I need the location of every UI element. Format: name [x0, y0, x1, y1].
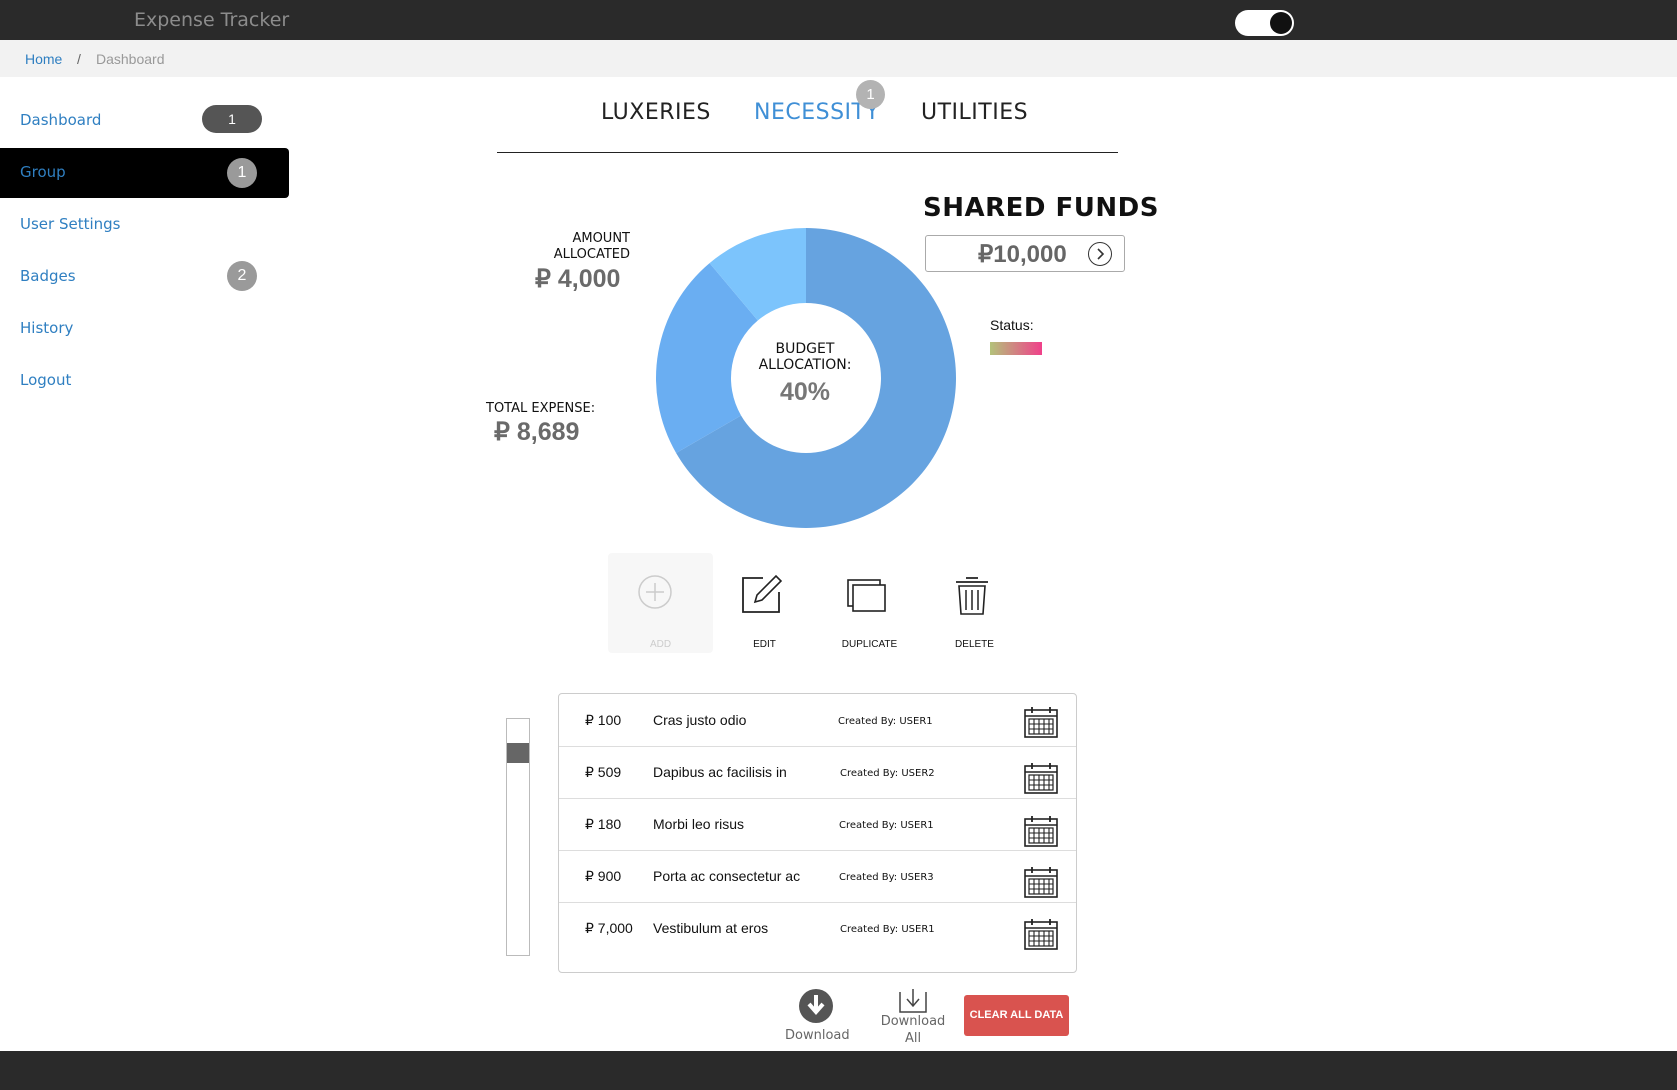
- tab-necessity[interactable]: NECESSITY: [754, 100, 880, 125]
- budget-donut-chart: [656, 228, 956, 528]
- tab-luxeries[interactable]: LUXERIES: [601, 100, 711, 125]
- expense-created-by: Created By: USER1: [839, 820, 934, 831]
- expense-created-by: Created By: USER1: [840, 924, 935, 935]
- edit-button-label: EDIT: [753, 639, 776, 650]
- breadcrumb-home-link[interactable]: Home: [25, 51, 63, 67]
- expense-description: Vestibulum at eros: [653, 920, 769, 936]
- expense-row[interactable]: ₽ 7,000 Vestibulum at eros Created By: U…: [559, 902, 1076, 970]
- edit-button[interactable]: EDIT: [712, 553, 817, 653]
- duplicate-icon: [847, 579, 886, 612]
- donut-segment: [656, 263, 758, 453]
- badges-count-badge: 2: [227, 261, 257, 291]
- calendar-icon[interactable]: [1024, 762, 1058, 799]
- download-all-label: Download All: [880, 1014, 946, 1046]
- duplicate-button[interactable]: DUPLICATE: [817, 553, 922, 653]
- expense-description: Dapibus ac facilisis in: [653, 764, 787, 780]
- expense-created-by: Created By: USER3: [839, 872, 934, 883]
- donut-segment: [709, 228, 806, 321]
- amount-allocated-value: ₽ 4,000: [535, 265, 621, 293]
- sidebar-item-group[interactable]: Group 1: [0, 148, 289, 198]
- breadcrumb: Home / Dashboard: [0, 40, 1677, 77]
- total-expense-value: ₽ 8,689: [494, 418, 580, 446]
- top-bar: Expense Tracker: [0, 0, 1677, 40]
- status-gradient-bar: [990, 342, 1042, 355]
- shared-funds-title: SHARED FUNDS: [923, 193, 1159, 223]
- calendar-icon[interactable]: [1024, 815, 1058, 852]
- theme-toggle[interactable]: [1235, 10, 1294, 36]
- breadcrumb-current: Dashboard: [96, 51, 165, 67]
- calendar-icon[interactable]: [1024, 866, 1058, 903]
- duplicate-button-label: DUPLICATE: [841, 639, 898, 650]
- expense-row[interactable]: ₽ 900 Porta ac consectetur ac Created By…: [559, 850, 1076, 903]
- edit-icon: [742, 574, 783, 613]
- trash-icon: [956, 577, 988, 615]
- donut-segment: [676, 228, 956, 528]
- sidebar-item-label: History: [20, 319, 74, 337]
- budget-allocation-value: 40%: [779, 378, 831, 406]
- sidebar-item-dashboard[interactable]: Dashboard 1: [0, 96, 289, 146]
- calendar-icon[interactable]: [1024, 918, 1058, 955]
- bottom-bar: [0, 1051, 1677, 1090]
- app-title: Expense Tracker: [134, 9, 290, 31]
- expense-amount: ₽ 509: [585, 764, 622, 780]
- sidebar-item-logout[interactable]: Logout: [0, 356, 289, 406]
- amount-allocated-label: AMOUNT ALLOCATED: [553, 231, 630, 262]
- shared-funds-value: ₽10,000: [978, 241, 1067, 268]
- expense-created-by: Created By: USER2: [840, 768, 935, 779]
- expense-created-by: Created By: USER1: [838, 716, 933, 727]
- expense-description: Porta ac consectetur ac: [653, 868, 801, 884]
- scrollbar-thumb[interactable]: [507, 743, 529, 763]
- expense-row[interactable]: ₽ 180 Morbi leo risus Created By: USER1: [559, 798, 1076, 851]
- delete-button-label: DELETE: [955, 639, 994, 650]
- sidebar-item-user-settings[interactable]: User Settings: [0, 200, 289, 250]
- list-scrollbar[interactable]: [506, 718, 530, 956]
- expense-list: ₽ 100 Cras justo odio Created By: USER1 …: [558, 693, 1077, 973]
- expense-row[interactable]: ₽ 100 Cras justo odio Created By: USER1: [559, 694, 1076, 747]
- toggle-knob: [1270, 12, 1292, 34]
- total-expense-label: TOTAL EXPENSE:: [486, 401, 596, 416]
- sidebar-item-history[interactable]: History: [0, 304, 289, 354]
- add-button-label: ADD: [649, 639, 672, 650]
- sidebar-item-label: Badges: [20, 267, 76, 285]
- download-all-button[interactable]: Download All: [880, 988, 946, 1047]
- shared-funds-box[interactable]: ₽10,000: [925, 235, 1125, 272]
- expense-description: Morbi leo risus: [653, 816, 745, 832]
- download-label: Download: [785, 1028, 850, 1043]
- sidebar-item-label: Dashboard: [20, 111, 102, 129]
- expense-description: Cras justo odio: [653, 712, 747, 728]
- expense-amount: ₽ 180: [585, 816, 622, 832]
- download-tray-icon: [899, 989, 927, 1013]
- dashboard-count-badge: 1: [202, 105, 262, 133]
- budget-allocation-label: BUDGET ALLOCATION:: [758, 341, 852, 373]
- expense-amount: ₽ 100: [585, 712, 622, 728]
- breadcrumb-separator: /: [77, 51, 81, 67]
- status-label: Status:: [990, 317, 1034, 333]
- add-button[interactable]: ADD: [608, 553, 713, 653]
- necessity-count-badge: 1: [856, 80, 885, 109]
- clear-all-data-button[interactable]: CLEAR ALL DATA: [964, 995, 1069, 1036]
- tabs-divider: [497, 152, 1118, 153]
- sidebar-item-label: Group: [20, 163, 66, 181]
- download-circle-icon: [799, 989, 833, 1023]
- plus-circle-icon: [638, 575, 672, 609]
- download-button[interactable]: Download: [785, 988, 850, 1043]
- group-count-badge: 1: [227, 158, 257, 188]
- tab-utilities[interactable]: UTILITIES: [921, 100, 1029, 125]
- expense-row[interactable]: ₽ 509 Dapibus ac facilisis in Created By…: [559, 746, 1076, 799]
- sidebar-item-label: Logout: [20, 371, 72, 389]
- expense-amount: ₽ 900: [585, 868, 622, 884]
- calendar-icon[interactable]: [1024, 706, 1058, 743]
- sidebar-item-badges[interactable]: Badges 2: [0, 252, 289, 302]
- chevron-right-circle-icon[interactable]: [1088, 242, 1112, 266]
- delete-button[interactable]: DELETE: [922, 553, 1027, 653]
- expense-amount: ₽ 7,000: [585, 920, 633, 936]
- sidebar-item-label: User Settings: [20, 215, 121, 233]
